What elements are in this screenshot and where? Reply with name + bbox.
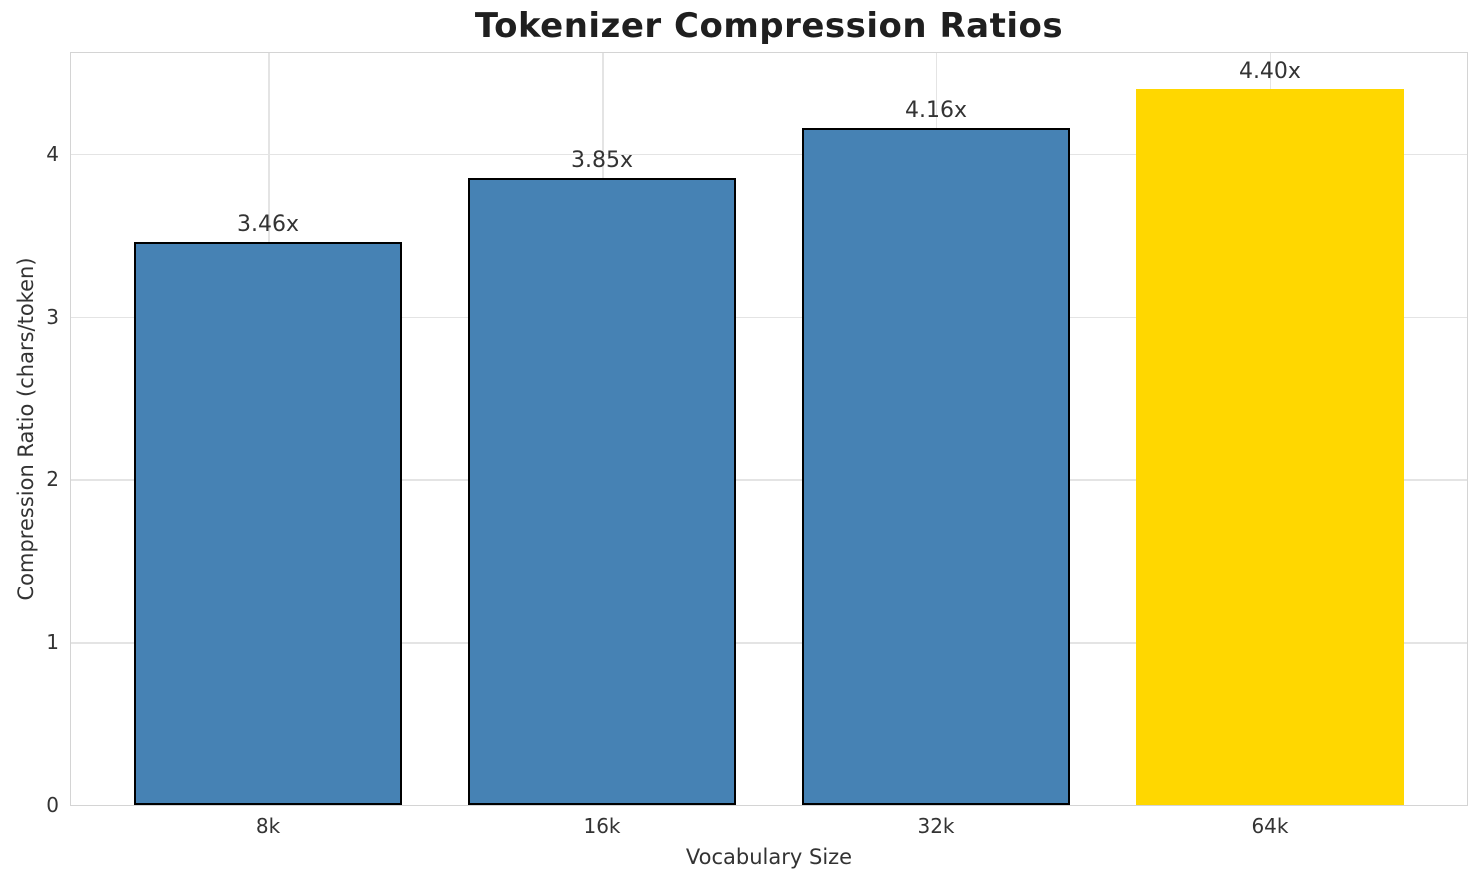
y-tick-label: 0 bbox=[46, 793, 59, 817]
bar-64k bbox=[1136, 88, 1404, 805]
bar-8k bbox=[134, 241, 402, 805]
x-tick-label: 16k bbox=[583, 814, 621, 838]
gridline-h bbox=[71, 479, 1467, 481]
y-tick-label: 3 bbox=[46, 304, 59, 329]
x-axis-label: Vocabulary Size bbox=[685, 845, 853, 869]
x-tick-label: 32k bbox=[917, 814, 955, 838]
gridline-h bbox=[71, 316, 1467, 319]
bar-32k bbox=[802, 127, 1070, 805]
x-tick-label: 8k bbox=[255, 814, 281, 838]
gridline-h bbox=[71, 153, 1467, 156]
bar-16k bbox=[468, 178, 736, 805]
plot-area: 0 1 2 3 4 3.46x 8k 3.85x 16k 4.16x 32k 4.40x 64k bbox=[46, 52, 1468, 838]
y-tick-label: 4 bbox=[46, 141, 59, 166]
chart-title: Tokenizer Compression Ratios bbox=[474, 6, 1064, 46]
bar-value-label: 4.16x bbox=[904, 97, 967, 123]
gridline-h bbox=[71, 642, 1467, 644]
y-tick-label: 2 bbox=[46, 467, 59, 492]
y-axis-label: Compression Ratio (chars/token) bbox=[14, 257, 38, 601]
y-tick-label: 1 bbox=[46, 630, 59, 655]
bar-value-label: 4.40x bbox=[1238, 58, 1301, 84]
bar-value-label: 3.46x bbox=[237, 211, 300, 237]
bar-value-label: 3.85x bbox=[570, 148, 634, 174]
x-tick-label: 64k bbox=[1251, 814, 1289, 838]
